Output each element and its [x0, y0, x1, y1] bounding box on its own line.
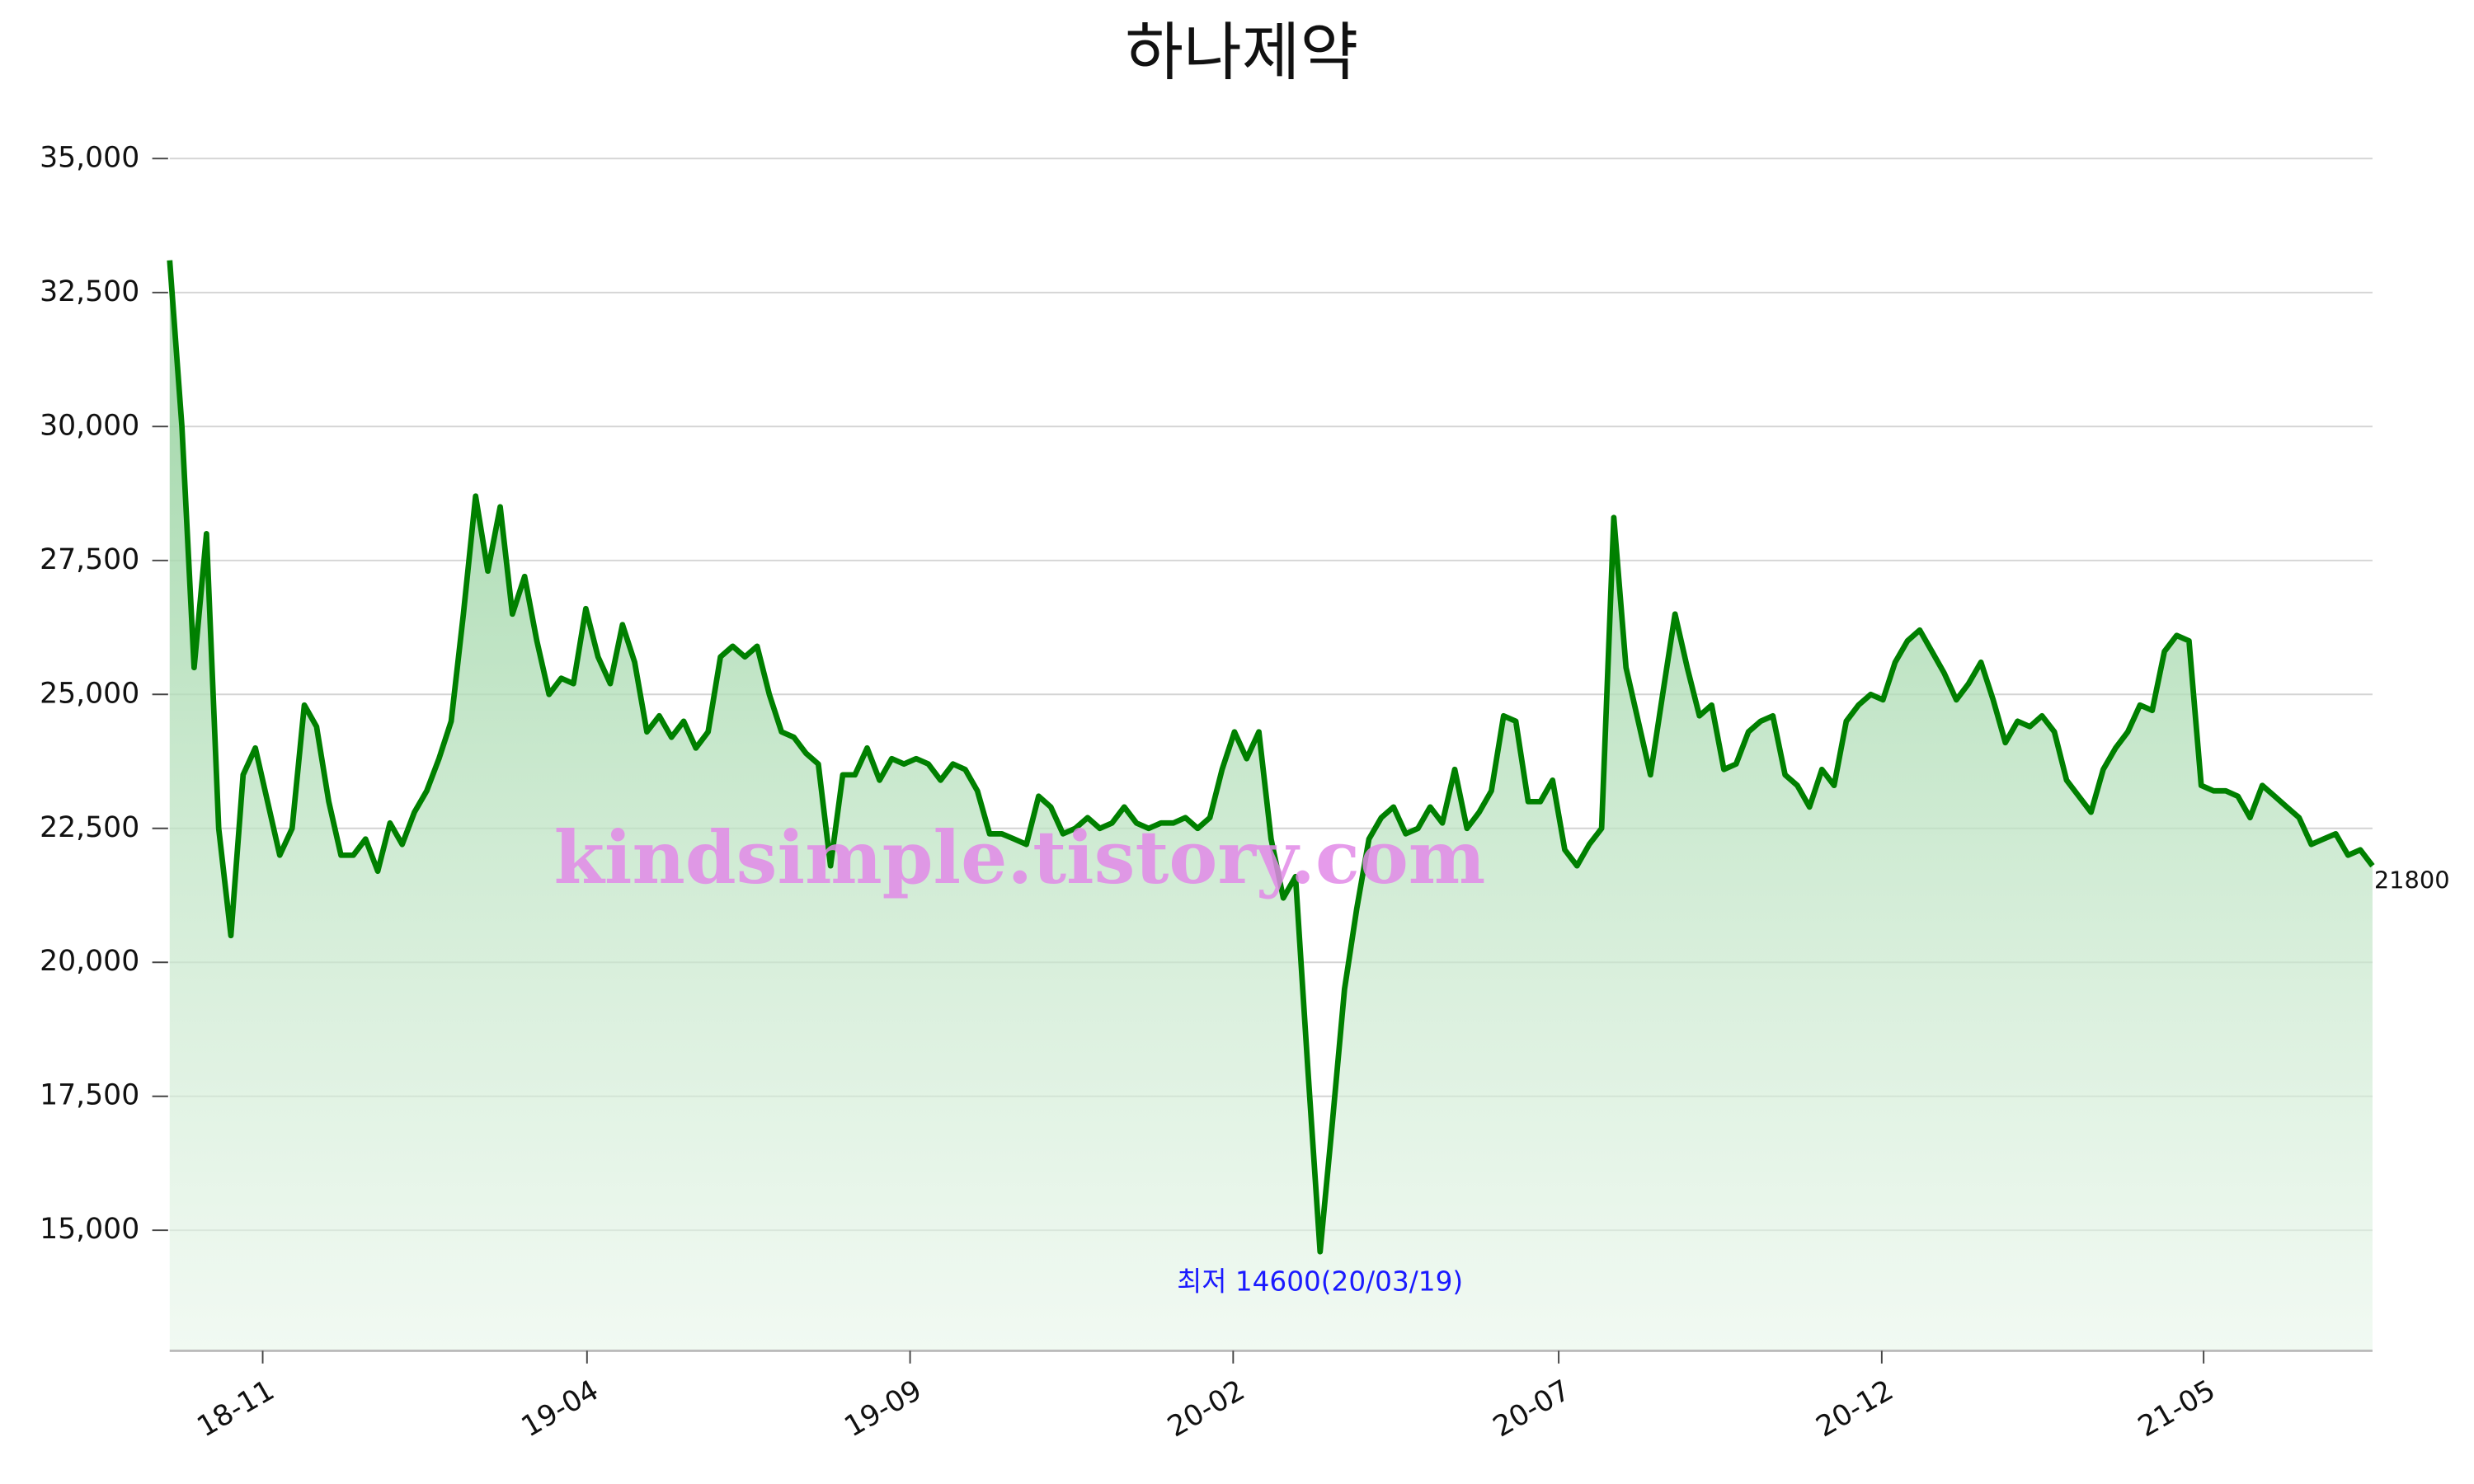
- y-tick-label: 17,500: [40, 1079, 139, 1112]
- y-tick-label: 27,500: [40, 543, 139, 576]
- chart-title: 하나제약: [1125, 16, 1358, 90]
- watermark: kindsimple.tistory.com: [554, 815, 1486, 900]
- x-tick-label: 19-09: [840, 1374, 928, 1444]
- y-tick-label: 35,000: [40, 141, 139, 174]
- x-tick-label: 19-04: [516, 1374, 604, 1444]
- y-tick-label: 32,500: [40, 275, 139, 308]
- y-tick-label: 20,000: [40, 945, 139, 978]
- x-tick-label: 18-11: [191, 1374, 280, 1444]
- x-tick-label: 20-12: [1811, 1374, 1899, 1444]
- last-annotation: 21800: [2374, 866, 2450, 894]
- area: [169, 260, 2373, 1351]
- plot: [167, 260, 2375, 1351]
- y-tick-label: 15,000: [40, 1213, 139, 1246]
- y-tick-label: 22,500: [40, 811, 139, 844]
- price-line: [167, 260, 2375, 1255]
- y-tick-label: 25,000: [40, 677, 139, 710]
- x-tick-label: 20-07: [1488, 1374, 1576, 1444]
- x-tick-label: 21-05: [2133, 1374, 2221, 1444]
- x-tick-label: 20-02: [1162, 1374, 1250, 1444]
- min-annotation: 최저 14600(20/03/19): [1177, 1266, 1463, 1298]
- y-tick-label: 30,000: [40, 409, 139, 442]
